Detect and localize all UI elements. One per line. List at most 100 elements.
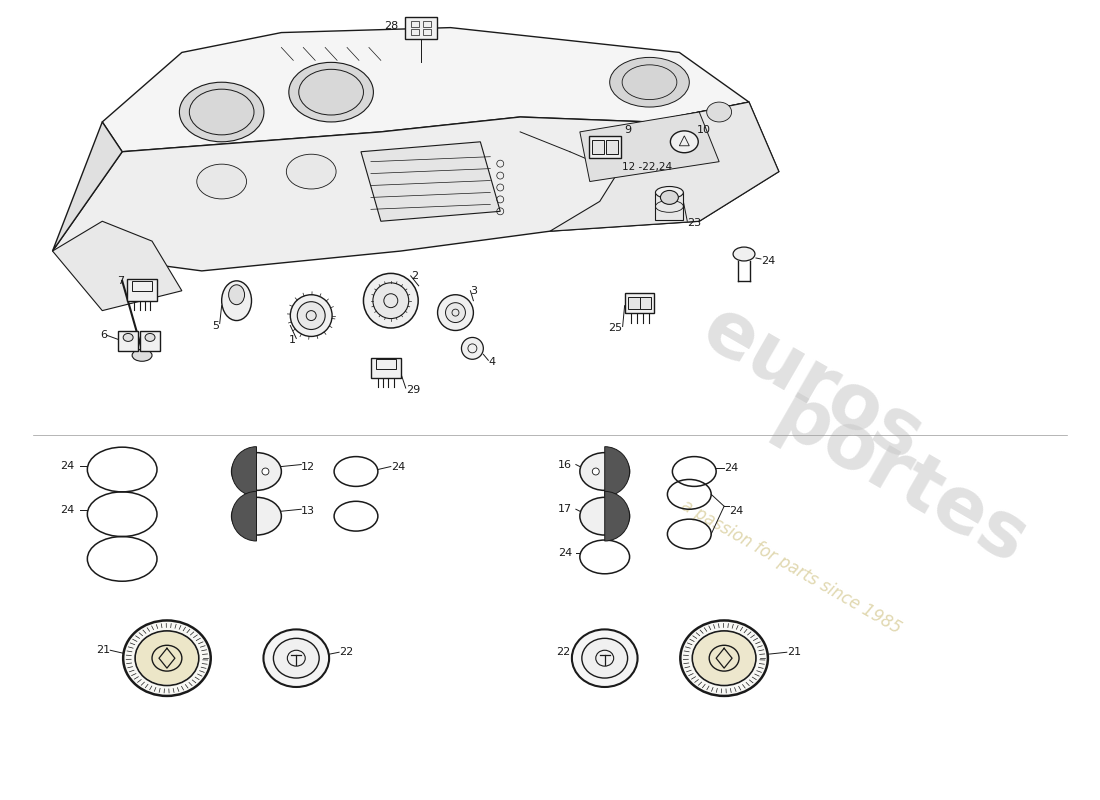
Ellipse shape (582, 638, 628, 678)
Ellipse shape (656, 186, 683, 198)
Ellipse shape (609, 58, 690, 107)
Bar (606, 140, 618, 154)
Ellipse shape (264, 630, 329, 687)
Text: 24: 24 (724, 462, 738, 473)
Wedge shape (232, 446, 256, 496)
Ellipse shape (232, 453, 282, 490)
Bar (588, 136, 620, 158)
Ellipse shape (229, 285, 244, 305)
Text: 25: 25 (608, 323, 623, 334)
Ellipse shape (706, 102, 732, 122)
Text: 23: 23 (688, 218, 702, 228)
Bar (118, 331, 139, 351)
Text: 24: 24 (558, 548, 572, 558)
Ellipse shape (580, 453, 629, 490)
Bar (639, 297, 651, 309)
Polygon shape (53, 122, 122, 251)
Text: 28: 28 (385, 21, 399, 30)
Circle shape (238, 304, 243, 309)
Ellipse shape (373, 283, 409, 318)
Text: 24: 24 (60, 506, 75, 515)
Text: 17: 17 (558, 504, 572, 514)
Ellipse shape (262, 468, 268, 475)
Text: 2: 2 (410, 271, 418, 281)
Bar (628, 297, 639, 309)
Text: 24: 24 (60, 461, 75, 470)
Ellipse shape (232, 498, 282, 535)
Polygon shape (53, 102, 779, 271)
Circle shape (263, 469, 268, 474)
Text: 16: 16 (558, 459, 572, 470)
Ellipse shape (693, 632, 755, 685)
Bar (140, 331, 159, 351)
Bar (422, 29, 430, 34)
Text: 10: 10 (697, 125, 712, 135)
Text: portes: portes (761, 378, 1040, 581)
Ellipse shape (363, 274, 418, 328)
Ellipse shape (733, 247, 755, 261)
Text: 4: 4 (488, 358, 495, 367)
Ellipse shape (446, 302, 465, 322)
Ellipse shape (197, 164, 246, 199)
Circle shape (230, 304, 235, 309)
Ellipse shape (680, 621, 768, 696)
Polygon shape (102, 28, 749, 152)
Ellipse shape (286, 154, 337, 189)
Bar (410, 29, 419, 34)
Text: a passion for parts since 1985: a passion for parts since 1985 (678, 496, 904, 638)
Text: 7: 7 (117, 276, 124, 286)
Text: 1: 1 (289, 335, 296, 346)
Ellipse shape (660, 190, 679, 204)
Text: 12: 12 (301, 462, 316, 471)
Ellipse shape (179, 82, 264, 142)
Circle shape (610, 512, 618, 520)
Text: 24: 24 (729, 506, 744, 516)
Bar (410, 21, 419, 26)
Polygon shape (580, 112, 719, 182)
Bar (132, 281, 152, 290)
Ellipse shape (592, 468, 600, 475)
Wedge shape (605, 446, 629, 496)
Circle shape (610, 467, 618, 475)
Text: 21: 21 (96, 646, 110, 655)
Bar (625, 293, 654, 313)
Wedge shape (232, 491, 256, 541)
Text: 24: 24 (390, 462, 405, 471)
Text: 3: 3 (471, 286, 477, 296)
Ellipse shape (461, 338, 483, 359)
Text: 22: 22 (556, 647, 570, 658)
Bar (371, 358, 400, 378)
Text: 21: 21 (786, 647, 801, 658)
Ellipse shape (123, 334, 133, 342)
Text: 9: 9 (625, 125, 631, 135)
Ellipse shape (692, 631, 756, 686)
Ellipse shape (580, 498, 629, 535)
Bar (128, 279, 157, 301)
Text: 22: 22 (339, 647, 353, 658)
Circle shape (243, 467, 251, 475)
Bar (422, 21, 430, 26)
Bar (656, 193, 683, 220)
Text: 12 -22,24: 12 -22,24 (621, 162, 672, 172)
Text: euros: euros (690, 291, 936, 477)
Ellipse shape (670, 131, 698, 153)
Ellipse shape (132, 350, 152, 362)
Ellipse shape (438, 294, 473, 330)
Ellipse shape (297, 302, 326, 330)
Circle shape (243, 512, 251, 520)
Text: 5: 5 (212, 321, 220, 330)
Text: 24: 24 (761, 256, 776, 266)
Ellipse shape (136, 632, 198, 685)
Ellipse shape (135, 631, 199, 686)
Ellipse shape (123, 621, 211, 696)
Ellipse shape (572, 630, 638, 687)
Ellipse shape (290, 294, 332, 337)
Polygon shape (53, 222, 182, 310)
Ellipse shape (145, 334, 155, 342)
Text: 6: 6 (100, 330, 107, 341)
Ellipse shape (222, 281, 252, 321)
Ellipse shape (289, 62, 373, 122)
Ellipse shape (274, 638, 319, 678)
Polygon shape (550, 102, 779, 231)
Polygon shape (361, 142, 500, 222)
